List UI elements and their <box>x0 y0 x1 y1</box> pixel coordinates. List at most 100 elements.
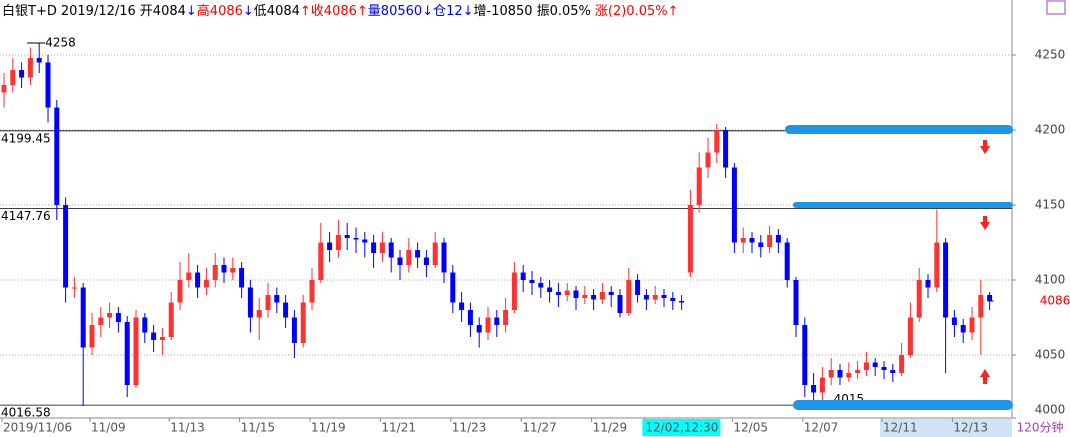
candle-body <box>670 298 676 301</box>
selection-band <box>880 419 1012 437</box>
candle-body <box>696 167 702 205</box>
candle-body <box>406 250 412 265</box>
y-tick-label: 4000 <box>1035 403 1066 417</box>
candle-body <box>327 242 333 250</box>
candle-body <box>635 280 641 295</box>
x-tick-label: 12/13 <box>953 421 988 435</box>
candle-body <box>661 295 667 298</box>
candle-body <box>142 317 148 333</box>
candle-body <box>828 370 834 378</box>
header-segment: ↓ <box>463 4 474 19</box>
candle-body <box>943 242 949 318</box>
x-tick-label: 12/07 <box>804 421 839 435</box>
candle-body <box>335 235 341 250</box>
candle-body <box>415 250 421 258</box>
candle-body <box>749 238 755 243</box>
candle-body <box>907 317 913 355</box>
candle-body <box>714 130 720 153</box>
y-tick-label: 4150 <box>1035 198 1066 212</box>
x-tick-label: 11/23 <box>452 421 487 435</box>
level-label: 4016.58 <box>1 406 51 420</box>
last-price-label: 4086 <box>1040 294 1070 308</box>
header-segment: 2019/12/16 <box>61 4 136 19</box>
candle-body <box>177 280 183 303</box>
candle-body <box>221 265 227 273</box>
candle-body <box>71 287 77 289</box>
candle-body <box>423 257 429 265</box>
arrow-down <box>980 140 990 154</box>
header-segment: 低4084 <box>254 4 300 19</box>
candle-body <box>960 325 966 333</box>
x-tick-label: 2019/11/06 <box>3 421 72 435</box>
candle-body <box>793 280 799 325</box>
candle-body <box>353 238 359 240</box>
candle-body <box>617 295 623 313</box>
candle-body <box>291 317 297 343</box>
header-segment: ↓ <box>243 4 254 19</box>
header-segment: 白银T+D <box>2 3 57 19</box>
x-tick-label: 12/11 <box>883 421 918 435</box>
arrow-up <box>980 369 990 384</box>
candle-body <box>837 370 843 378</box>
candle-body <box>450 272 456 303</box>
candle-body <box>115 313 121 322</box>
candle-body <box>371 242 377 253</box>
y-tick-label: 4250 <box>1035 48 1066 62</box>
candle-body <box>459 302 465 310</box>
candle-body <box>80 287 86 348</box>
candle-body <box>379 242 385 253</box>
candle-body <box>538 283 544 288</box>
candle-body <box>195 272 201 288</box>
x-tick-label: 11/13 <box>170 421 205 435</box>
header-segment: 仓12 <box>433 4 463 19</box>
candle-body <box>124 322 130 385</box>
candle-body <box>230 268 236 273</box>
candle-body <box>203 280 209 288</box>
candle-body <box>775 235 781 243</box>
header-segment: 收4086 <box>311 4 357 19</box>
candle-body <box>784 242 790 280</box>
x-tick-label: 11/19 <box>311 421 346 435</box>
x-tick-label: 11/21 <box>381 421 416 435</box>
candle-body <box>239 268 245 288</box>
header-segment: 涨(2)0.05%↑ <box>595 4 679 19</box>
candle-body <box>318 242 324 280</box>
candle-body <box>969 317 975 333</box>
candle-body <box>934 242 940 288</box>
header-segment: 振0.05% <box>537 4 591 19</box>
candle-body <box>19 70 25 78</box>
candle-body <box>168 302 174 337</box>
candle-body <box>300 302 306 343</box>
candle-body <box>591 295 597 300</box>
candle-body <box>599 292 605 300</box>
header-segment: ↓ <box>186 4 197 19</box>
candle-body <box>758 242 764 247</box>
candle-body <box>309 280 315 303</box>
x-tick-label: 12/05 <box>733 421 768 435</box>
quote-header: 白银T+D 2019/12/16 开4084↓高4086↓低4084↑收4086↑量… <box>2 3 678 19</box>
candle-body <box>344 235 350 238</box>
x-tick-label: 11/09 <box>91 421 126 435</box>
candle-body <box>256 310 262 318</box>
candle-body <box>441 242 447 273</box>
candle-body <box>388 242 394 258</box>
header-segment: 开4084 <box>140 4 186 19</box>
candle-body <box>529 280 535 283</box>
candle-body <box>27 58 33 78</box>
candle-body <box>951 317 957 325</box>
candle-body <box>555 292 561 295</box>
level-marker <box>793 400 1013 410</box>
candle-body <box>54 107 60 205</box>
candle-body <box>723 130 729 168</box>
candle-body <box>705 152 711 168</box>
candle-body <box>107 313 113 318</box>
candle-body <box>846 373 852 378</box>
level-label: 4199.45 <box>1 131 51 145</box>
candle-body <box>98 317 104 325</box>
corner-box[interactable] <box>1046 0 1066 15</box>
candle-body <box>573 290 579 298</box>
header-segment: 高4086 <box>197 3 243 19</box>
x-tick-label: 11/29 <box>593 421 628 435</box>
